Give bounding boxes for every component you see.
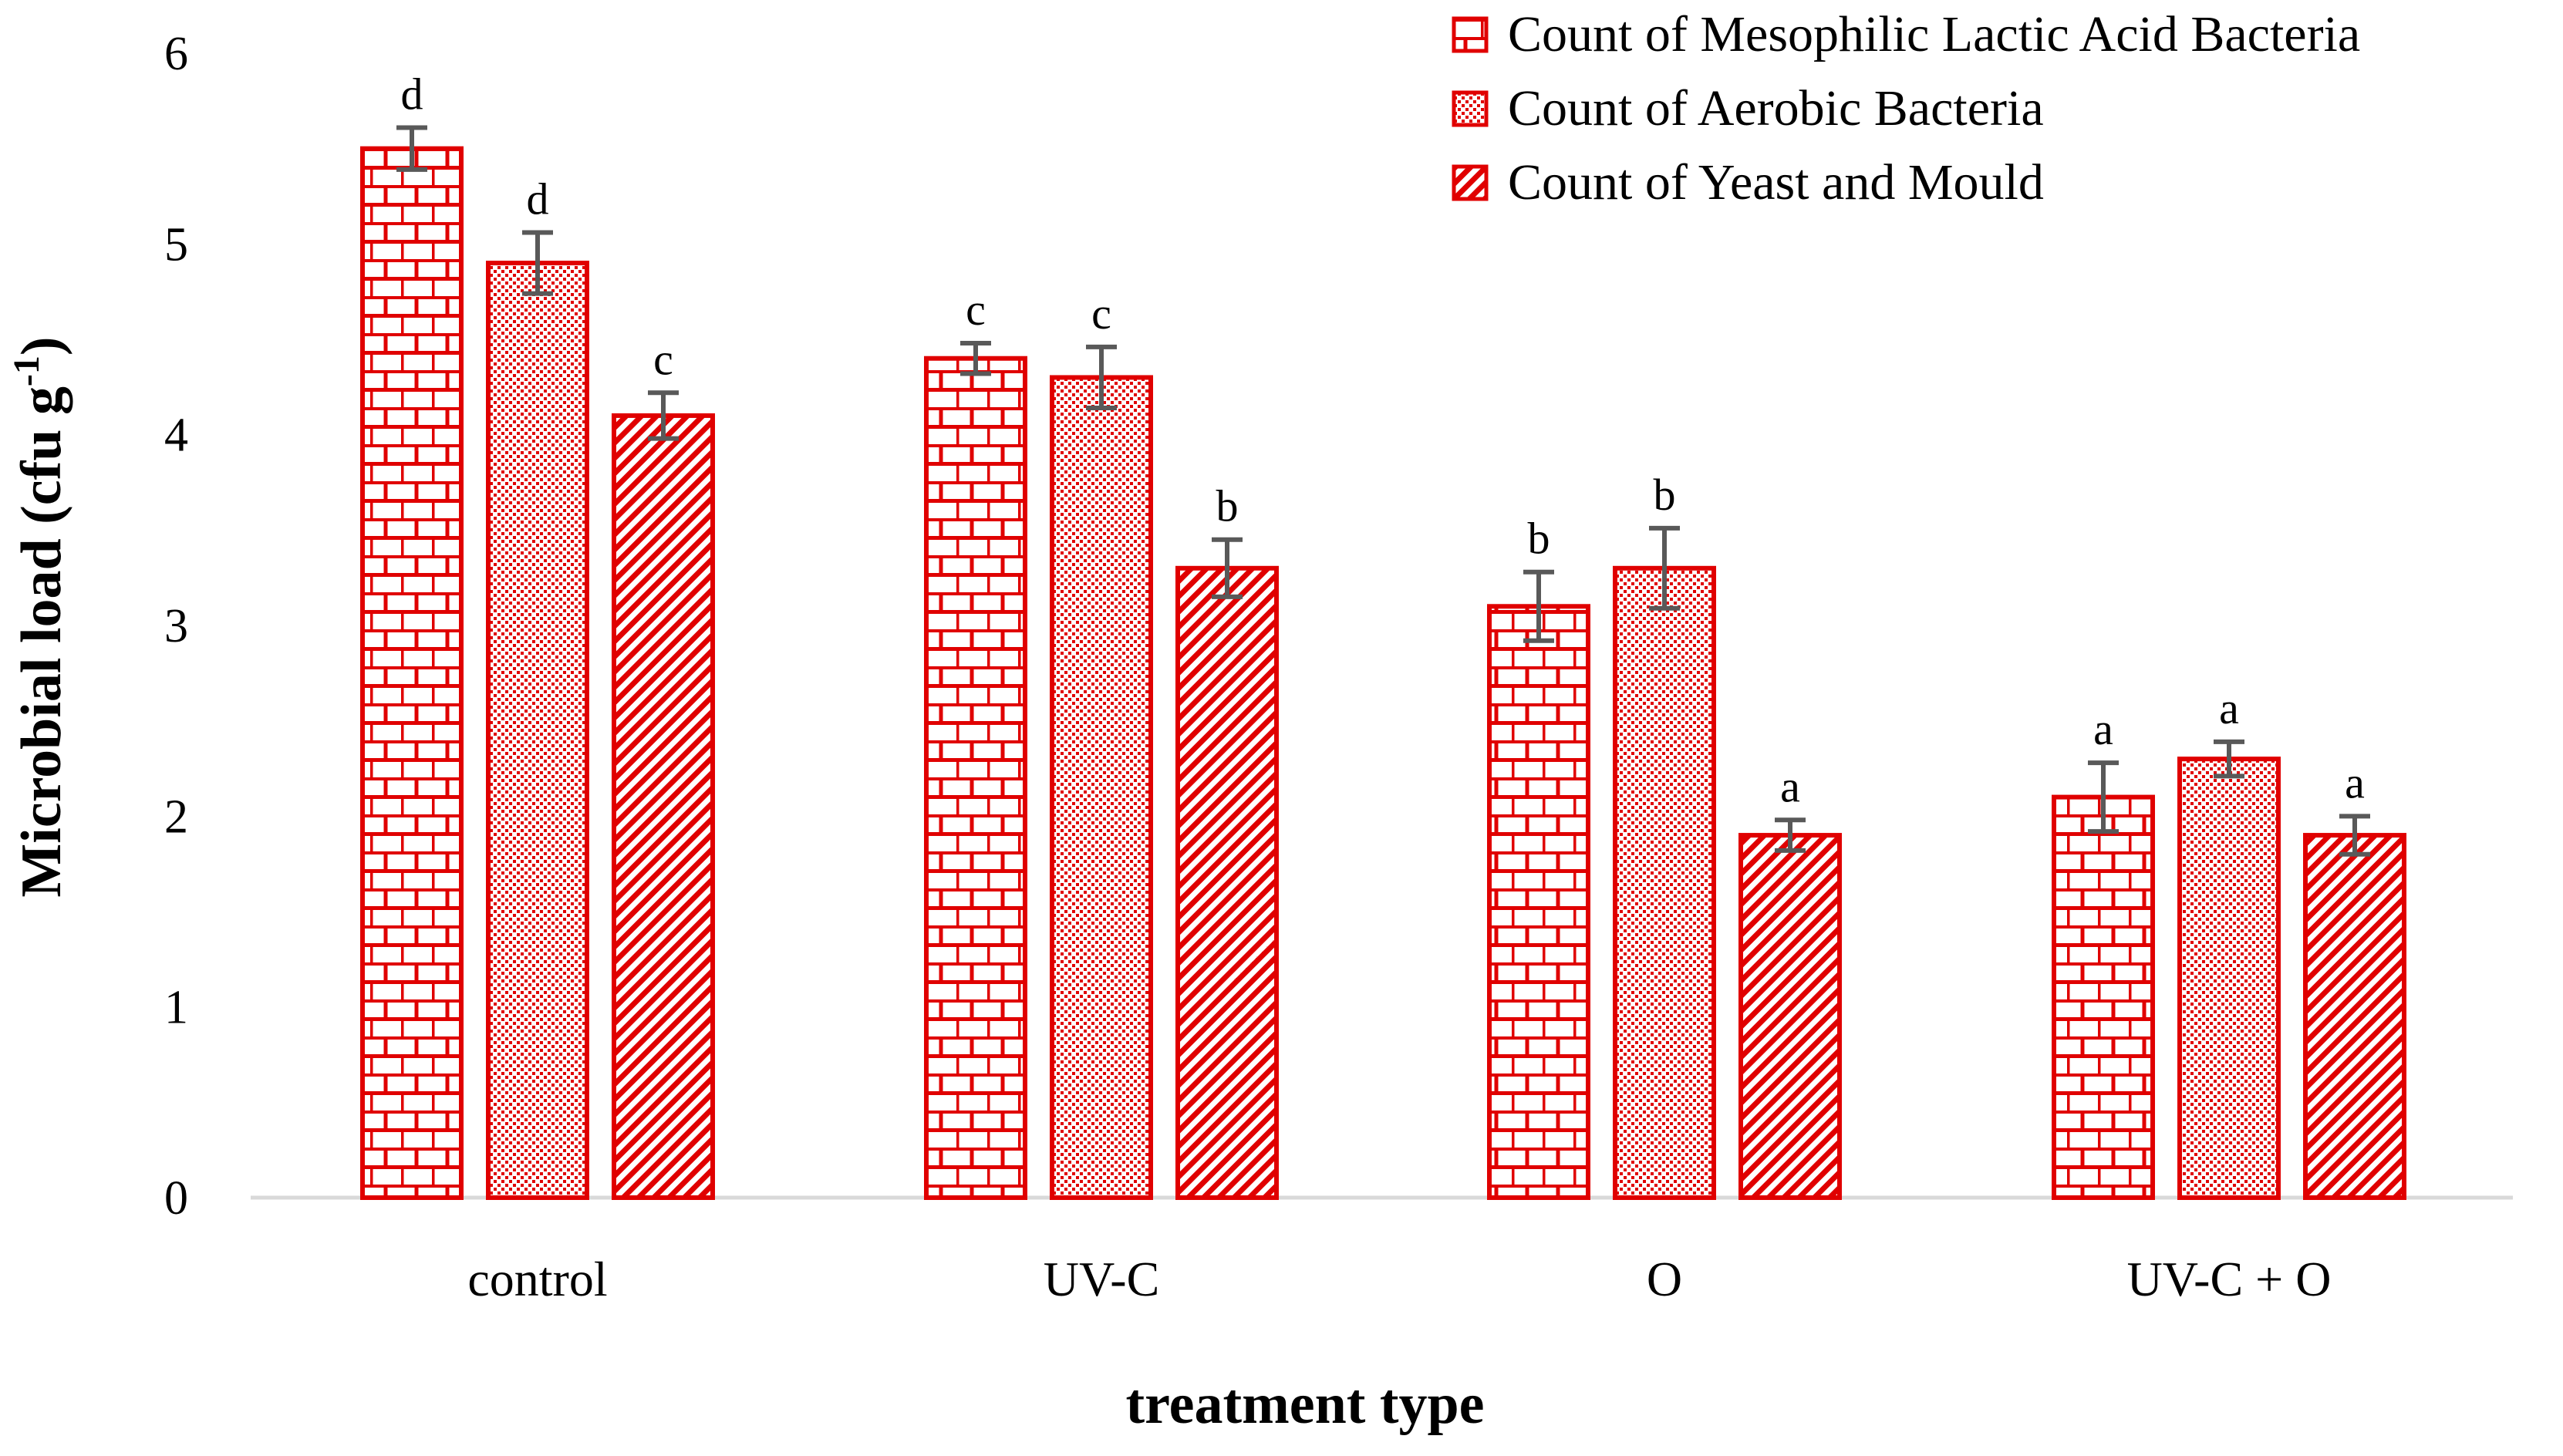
- bar: [612, 413, 715, 1200]
- bar: [1175, 565, 1279, 1200]
- significance-letter: b: [1216, 481, 1239, 531]
- y-tick-label: 3: [164, 600, 188, 652]
- bar: [1487, 604, 1590, 1200]
- bars-group: d c b a d c b a c b a a: [360, 69, 2406, 1201]
- significance-letter: b: [1528, 514, 1550, 564]
- significance-letter: c: [653, 334, 673, 384]
- significance-letter: d: [401, 69, 423, 119]
- legend-label: Count of Mesophilic Lactic Acid Bacteria: [1508, 6, 2360, 62]
- category-label: control: [467, 1252, 607, 1306]
- category-label: O: [1647, 1252, 1682, 1306]
- legend-swatch: [1452, 16, 1489, 53]
- y-axis-title-close: ): [10, 336, 73, 356]
- y-axis-title-main: Microbial load (cfu g: [10, 386, 73, 898]
- legend-swatch: [1452, 164, 1489, 201]
- x-axis-categories: control UV-C O UV-C + O: [467, 1252, 2331, 1306]
- category-label: UV-C: [1044, 1252, 1160, 1306]
- significance-letter: b: [1654, 470, 1676, 520]
- legend-label: Count of Yeast and Mould: [1508, 154, 2044, 211]
- bar: [2177, 757, 2281, 1200]
- x-axis-title: treatment type: [1125, 1373, 1484, 1436]
- legend: Count of Mesophilic Lactic Acid Bacteria…: [1452, 6, 2360, 211]
- significance-letter: d: [527, 174, 549, 224]
- significance-letter: a: [2219, 683, 2239, 733]
- bar: [2052, 794, 2155, 1200]
- significance-letter: a: [2345, 757, 2365, 807]
- category-label: UV-C + O: [2127, 1252, 2332, 1306]
- y-axis-title: Microbial load (cfu g-1): [6, 336, 73, 897]
- bar: [360, 146, 464, 1201]
- bar: [486, 261, 589, 1201]
- bar: [1613, 565, 1716, 1200]
- significance-letter: a: [2093, 704, 2113, 754]
- significance-letter: a: [1780, 761, 1800, 811]
- y-tick-label: 2: [164, 790, 188, 843]
- y-tick-label: 0: [164, 1172, 188, 1225]
- bar: [2303, 833, 2406, 1200]
- y-axis-ticks: 0 1 2 3 4 5 6: [164, 28, 188, 1225]
- bar: [924, 356, 1027, 1201]
- significance-letter: c: [1091, 288, 1111, 339]
- y-axis-title-superscript: -1: [6, 356, 47, 386]
- y-tick-label: 4: [164, 410, 188, 462]
- bar: [1738, 833, 1842, 1200]
- legend-label: Count of Aerobic Bacteria: [1508, 80, 2044, 136]
- legend-swatch: [1452, 90, 1489, 127]
- y-tick-label: 5: [164, 218, 188, 271]
- bar: [1050, 375, 1153, 1200]
- y-tick-label: 1: [164, 982, 188, 1034]
- significance-letter: c: [966, 285, 986, 335]
- y-tick-label: 6: [164, 28, 188, 80]
